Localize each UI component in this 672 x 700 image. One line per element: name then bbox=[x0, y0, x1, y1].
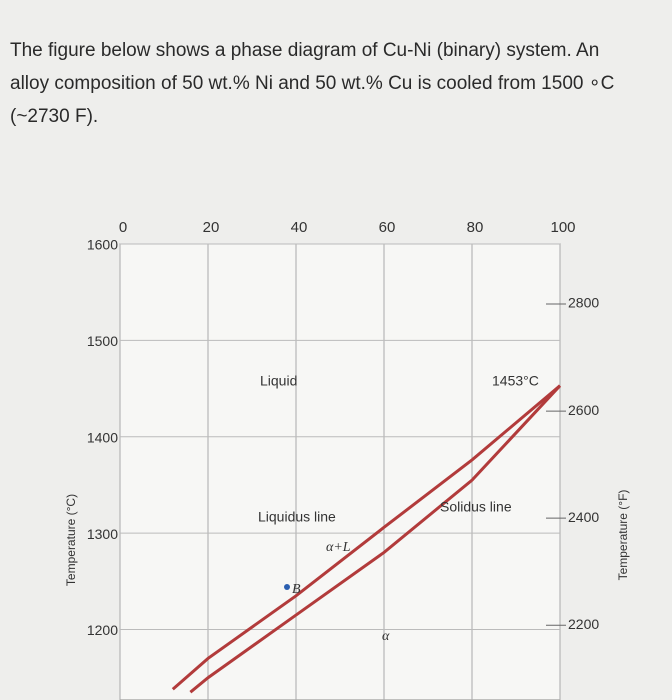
y2-tick-label: 2400 bbox=[568, 509, 599, 525]
y-tick-label: 1400 bbox=[87, 429, 118, 445]
y-tick-label: 1600 bbox=[87, 237, 118, 253]
y2-tick-label: 2600 bbox=[568, 402, 599, 418]
question-line: The figure below shows a phase diagram o… bbox=[10, 40, 600, 61]
phase-line bbox=[189, 384, 562, 694]
x-tick-label: 100 bbox=[550, 219, 575, 236]
y2-tick-label: 2800 bbox=[568, 295, 599, 311]
y2-axis-label: Temperature (°F) bbox=[616, 490, 630, 581]
plot-area bbox=[119, 243, 561, 700]
question-line: (~2730 F). bbox=[10, 106, 99, 127]
question: The figure below shows a phase diagram o… bbox=[10, 34, 660, 133]
y-axis-label: Temperature (°C) bbox=[64, 494, 78, 586]
y-tick-label: 1300 bbox=[87, 526, 118, 542]
y-tick-label: 1500 bbox=[87, 333, 118, 349]
point-marker bbox=[284, 584, 290, 590]
y2-tick-label: 2200 bbox=[568, 616, 599, 632]
annotation: Liquid bbox=[260, 373, 297, 389]
annotation: α bbox=[382, 629, 390, 644]
y-tick-label: 1200 bbox=[87, 622, 118, 638]
x-tick-label: 0 bbox=[119, 219, 127, 236]
x-tick-label: 80 bbox=[467, 219, 484, 236]
annotation: B bbox=[292, 582, 301, 597]
annotation: 1453°C bbox=[492, 373, 539, 389]
annotation: α+L bbox=[326, 540, 351, 555]
x-tick-label: 20 bbox=[203, 219, 220, 236]
x-tick-label: 60 bbox=[379, 219, 396, 236]
question-line: alloy composition of 50 wt.% Ni and 50 w… bbox=[10, 73, 615, 94]
phase-line bbox=[171, 384, 561, 691]
x-tick-label: 40 bbox=[291, 219, 308, 236]
series-label: Liquidus line bbox=[258, 509, 336, 525]
series-label: Solidus line bbox=[440, 499, 512, 515]
